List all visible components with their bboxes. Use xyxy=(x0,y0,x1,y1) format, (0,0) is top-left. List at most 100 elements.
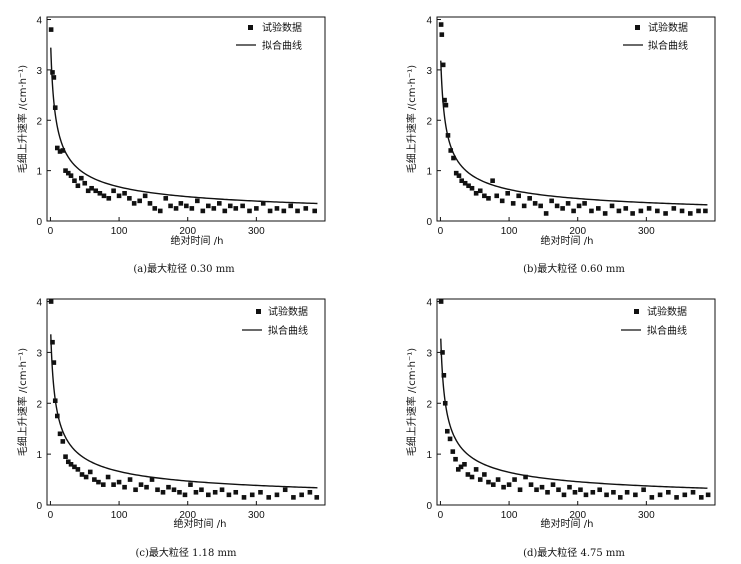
data-point xyxy=(182,492,188,498)
data-point xyxy=(222,208,228,214)
x-tick-label: 0 xyxy=(48,226,54,237)
data-point xyxy=(590,489,596,495)
data-point xyxy=(451,155,456,161)
data-point xyxy=(206,203,211,209)
data-point xyxy=(578,487,583,493)
data-point xyxy=(137,198,142,204)
data-point xyxy=(512,477,517,482)
y-tick-label: 4 xyxy=(36,298,42,309)
panel-caption: (d)最大粒径 4.75 mm xyxy=(523,546,625,559)
data-point xyxy=(705,492,711,498)
data-point xyxy=(79,175,84,181)
panel-c: 0 100 200 300 0 1 2 3 4 绝对时间 /h 毛细上升速率 /(cm·h⁻¹)… xyxy=(16,298,326,559)
y-tick-label: 1 xyxy=(36,450,42,461)
data-point xyxy=(523,474,528,480)
data-point xyxy=(441,372,447,378)
data-point xyxy=(249,492,255,498)
data-point xyxy=(560,206,565,211)
data-point xyxy=(48,27,54,32)
data-point xyxy=(54,413,60,419)
legend: 试验数据 拟合曲线 xyxy=(242,305,308,337)
data-point xyxy=(611,489,616,495)
data-point xyxy=(63,168,68,173)
data-marks xyxy=(48,299,320,500)
data-point xyxy=(582,201,587,206)
data-point xyxy=(168,203,173,209)
data-point xyxy=(539,484,545,490)
data-point xyxy=(206,492,211,498)
data-point xyxy=(597,487,602,493)
data-point xyxy=(440,62,446,68)
data-point xyxy=(655,208,660,214)
data-point xyxy=(173,206,179,211)
x-tick-label: 200 xyxy=(569,510,586,521)
data-point xyxy=(465,472,471,477)
data-point xyxy=(291,495,296,500)
data-point xyxy=(184,203,189,209)
data-point xyxy=(494,193,500,199)
y-tick-label: 0 xyxy=(426,501,432,512)
data-point xyxy=(177,489,182,495)
data-point xyxy=(274,206,280,211)
plot-frame xyxy=(436,298,716,506)
legend-label-fit: 拟合曲线 xyxy=(648,39,688,52)
data-point xyxy=(538,203,543,209)
y-tick-label: 2 xyxy=(36,399,42,410)
data-point xyxy=(131,201,137,206)
fit-curve xyxy=(440,338,708,489)
data-point xyxy=(157,208,163,214)
data-point xyxy=(247,208,252,214)
data-point xyxy=(85,188,91,194)
data-point xyxy=(690,489,696,495)
data-point xyxy=(604,492,609,498)
data-point xyxy=(72,178,77,184)
data-point xyxy=(624,489,630,495)
data-point xyxy=(57,149,63,154)
x-tick-label: 100 xyxy=(111,226,128,237)
data-point xyxy=(155,487,160,493)
data-point xyxy=(116,479,122,485)
fit-curve xyxy=(50,334,318,489)
data-point xyxy=(233,489,239,495)
data-point xyxy=(477,477,483,482)
data-point xyxy=(657,492,663,498)
data-point xyxy=(458,464,464,470)
axis-ticks: 0 100 200 300 0 1 2 3 4 xyxy=(426,16,716,237)
data-point xyxy=(188,482,193,487)
data-point xyxy=(444,428,450,434)
data-point xyxy=(258,489,263,495)
data-point xyxy=(466,183,471,189)
legend: 试验数据 拟合曲线 xyxy=(621,305,687,337)
legend-label-data: 试验数据 xyxy=(268,305,308,318)
data-point xyxy=(576,203,582,209)
panel-caption: (c)最大粒径 1.18 mm xyxy=(136,546,238,559)
legend-label-fit: 拟合曲线 xyxy=(647,324,687,337)
data-point xyxy=(89,185,94,191)
y-tick-label: 3 xyxy=(36,66,42,77)
data-point xyxy=(641,487,646,493)
data-point xyxy=(138,482,144,487)
data-point xyxy=(666,489,671,495)
data-point xyxy=(609,203,615,209)
panel-caption: (a)最大粒径 0.30 mm xyxy=(133,262,235,275)
data-point xyxy=(556,487,561,493)
data-point xyxy=(111,482,116,487)
data-point xyxy=(698,495,704,500)
x-tick-label: 300 xyxy=(248,226,265,237)
data-point xyxy=(226,492,232,498)
data-point xyxy=(199,487,204,493)
data-point xyxy=(299,492,304,498)
x-axis-title: 绝对时间 /h xyxy=(541,234,594,247)
x-axis-title: 绝对时间 /h xyxy=(541,517,594,530)
axis-ticks: 0 100 200 300 0 1 2 3 4 xyxy=(36,298,326,521)
data-point xyxy=(486,196,491,201)
panel-b: 0 100 200 300 0 1 2 3 4 绝对时间 /h 毛细上升速率 /(cm·h⁻¹)… xyxy=(405,16,716,275)
data-point xyxy=(550,482,556,487)
data-point xyxy=(122,190,127,196)
data-point xyxy=(473,467,479,472)
y-tick-label: 0 xyxy=(36,217,42,228)
data-point xyxy=(65,170,71,176)
data-point xyxy=(482,472,487,477)
x-tick-label: 0 xyxy=(48,510,54,521)
data-point xyxy=(545,489,550,495)
